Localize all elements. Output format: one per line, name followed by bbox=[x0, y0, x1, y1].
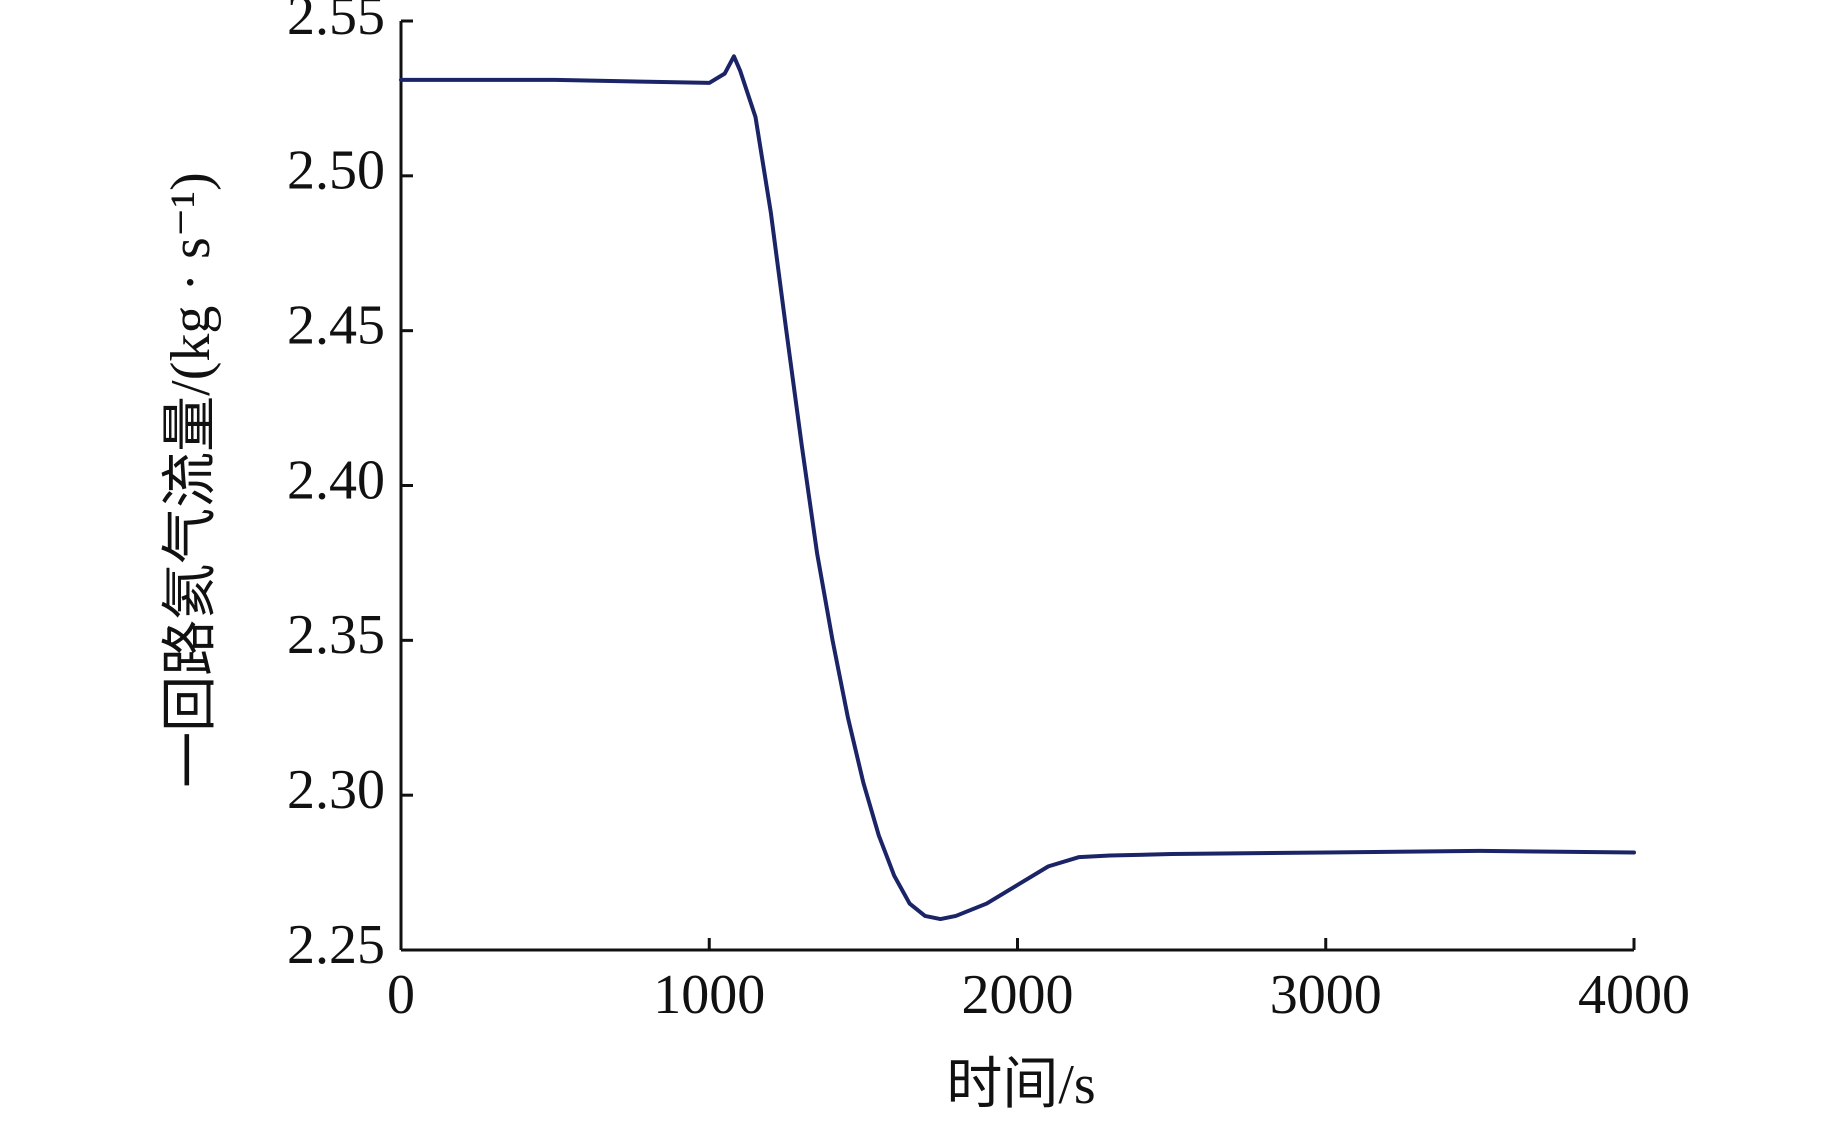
y-tick-label: 2.45 bbox=[287, 295, 385, 357]
y-tick-label: 2.40 bbox=[287, 449, 385, 511]
x-tick-label: 3000 bbox=[1270, 964, 1382, 1026]
y-tick-label: 2.35 bbox=[287, 604, 385, 666]
data-line bbox=[399, 54, 1636, 922]
y-tick-label: 2.50 bbox=[287, 140, 385, 202]
y-axis-label: 一回路氦气流量/(kg · s⁻¹) bbox=[160, 172, 222, 788]
x-axis-label: 时间/s bbox=[946, 1054, 1095, 1116]
x-tick-label: 1000 bbox=[653, 964, 765, 1026]
x-tick-label: 4000 bbox=[1578, 964, 1690, 1026]
y-tick-label: 2.25 bbox=[287, 914, 385, 976]
x-tick-label: 0 bbox=[387, 964, 415, 1026]
x-tick-label: 2000 bbox=[962, 964, 1074, 1026]
y-tick-label: 2.30 bbox=[287, 759, 385, 821]
y-tick-label: 2.55 bbox=[287, 0, 385, 47]
